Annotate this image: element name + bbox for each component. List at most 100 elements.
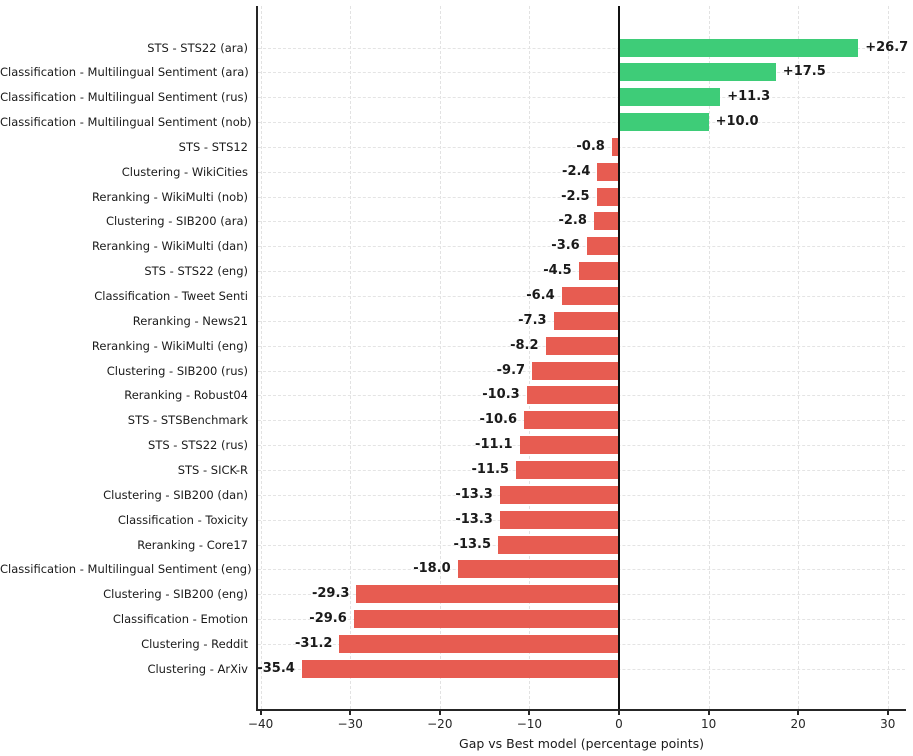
category-label: STS - STS22 (rus) [148,438,248,453]
x-tick-mark [797,711,800,715]
category-label: Classification - Multilingual Sentiment … [0,115,252,130]
bar [593,212,619,231]
bar [515,460,619,479]
category-label: Reranking - WikiMulti (dan) [91,239,248,254]
category-label: Classification - Toxicity [117,512,248,527]
category-label: Clustering - SIB200 (rus) [106,363,248,378]
value-label: -13.5 [453,536,492,552]
x-tick-label: 10 [700,717,717,731]
v-gridline [798,6,800,709]
value-label: -13.3 [455,486,493,502]
value-label: -31.2 [294,635,333,651]
value-label: +26.7 [865,39,909,55]
value-label: -2.8 [558,213,587,229]
bar [301,659,619,678]
h-gridline [258,146,905,148]
h-gridline [258,246,905,248]
bar [596,187,619,206]
x-axis-spine [256,709,906,711]
x-tick-label: −10 [516,717,543,731]
h-gridline [258,196,905,198]
x-tick-mark [259,711,262,715]
value-label: -13.3 [455,511,493,527]
bar [619,38,859,57]
v-gridline [529,6,531,709]
category-label: STS - STS22 (eng) [144,264,248,279]
h-gridline [258,122,905,124]
h-gridline [258,221,905,223]
value-label: +11.3 [727,89,771,105]
value-label: -29.6 [309,611,347,627]
zero-value-line [618,6,620,709]
v-gridline [708,6,710,709]
bar [524,411,619,430]
x-tick-mark [438,711,441,715]
x-tick-label: 30 [880,717,896,731]
value-label: -35.4 [257,660,295,676]
value-label: -8.2 [510,337,539,353]
h-gridline [258,47,905,49]
value-label: -7.3 [518,312,547,328]
value-label: -2.4 [562,163,591,179]
x-tick-mark [886,711,889,715]
category-label: Reranking - WikiMulti (nob) [91,189,248,204]
value-label: -0.8 [576,138,605,154]
bar [499,510,619,529]
category-label: STS - STSBenchmark [127,413,248,428]
bar [353,610,619,629]
category-label: Classification - Tweet Senti [94,289,248,303]
x-tick-mark [618,711,620,715]
category-label: Classification - Emotion [112,612,248,627]
bar [561,287,619,305]
category-label: STS - STS22 (ara) [147,40,248,55]
value-label: -2.5 [561,188,590,204]
plot-area [258,6,905,709]
bar [578,262,619,281]
value-label: -9.7 [496,362,526,378]
value-label: -3.6 [551,238,580,254]
value-label: +10.0 [715,114,759,130]
bar [619,63,776,82]
bar [619,88,721,107]
value-label: -29.3 [311,586,350,602]
value-label: -11.1 [475,437,513,453]
category-label: Clustering - ArXiv [147,661,248,676]
x-tick-mark [349,711,352,715]
bar [553,311,619,330]
bar [532,361,619,380]
category-label: Classification - Multilingual Sentiment … [0,90,248,105]
category-label: Clustering - WikiCities [121,164,248,179]
category-label: Classification - Multilingual Sentiment … [0,65,249,80]
bar [519,436,619,455]
bar [498,535,619,554]
bar [545,336,619,355]
x-axis-title: Gap vs Best model (percentage points) [459,736,704,751]
bar [457,560,619,579]
v-gridline [439,6,441,709]
x-tick-mark [707,711,710,715]
category-label: Reranking - Core17 [137,537,248,552]
y-axis-spine [256,6,258,711]
x-tick-label: −30 [337,717,363,731]
x-tick-label: −40 [247,717,274,731]
value-label: -10.6 [479,412,518,428]
v-gridline [350,6,352,709]
category-label: STS - SICK-R [177,462,248,477]
v-gridline [260,6,262,709]
x-tick-label: −20 [427,717,453,731]
category-label: Clustering - Reddit [141,636,248,651]
category-label: Clustering - SIB200 (eng) [103,587,248,602]
bar [619,113,709,132]
value-label: +17.5 [782,64,826,80]
bar [526,386,619,405]
category-label: Reranking - News21 [132,313,248,328]
category-label: STS - STS12 [178,139,248,154]
value-label: -18.0 [413,561,451,577]
value-label: -10.3 [482,387,520,403]
bar [586,237,619,256]
h-gridline [258,171,905,173]
bar [611,137,619,156]
x-tick-label: 0 [615,717,623,731]
bar [339,634,619,653]
